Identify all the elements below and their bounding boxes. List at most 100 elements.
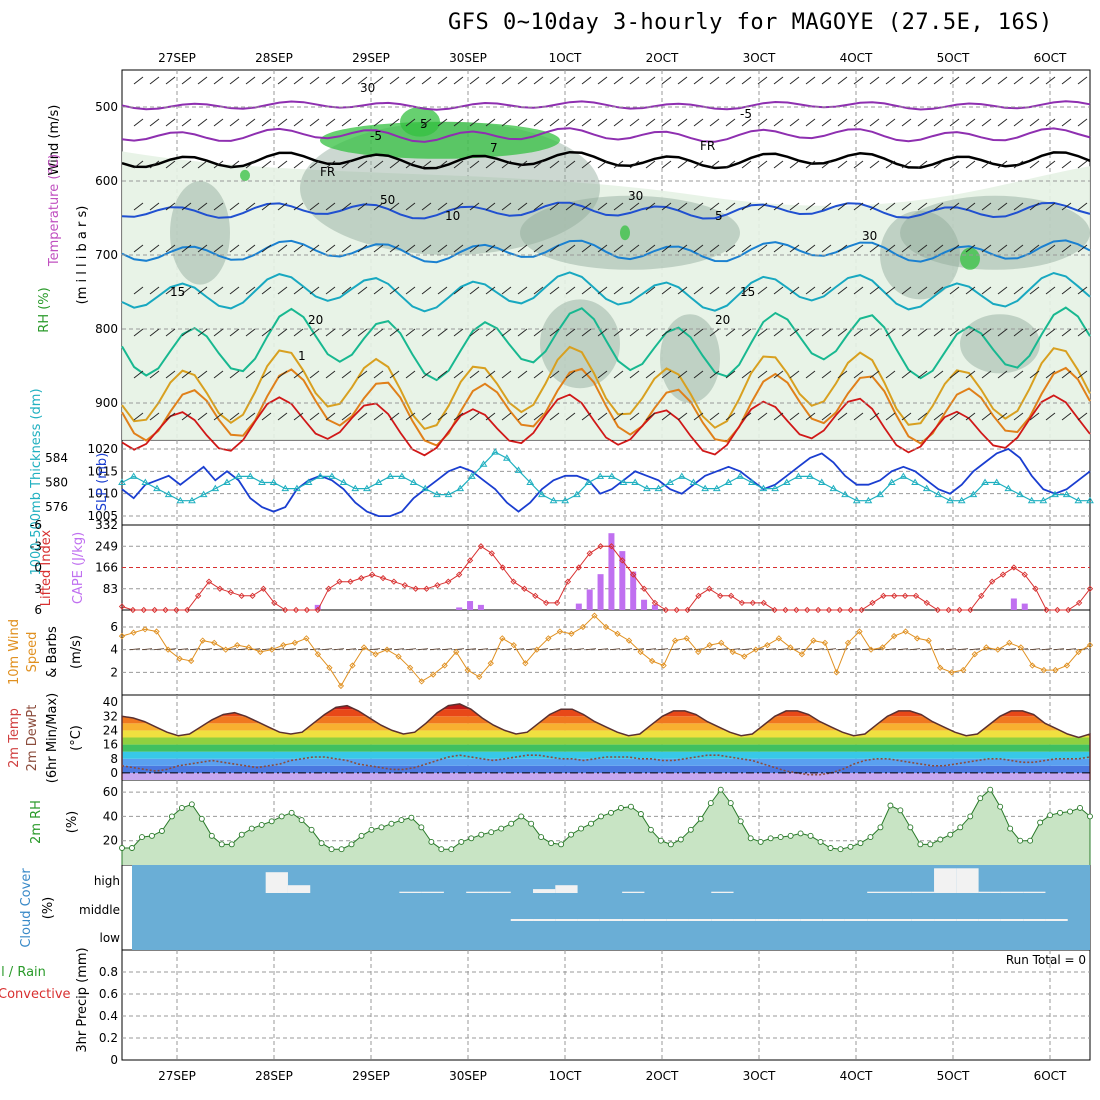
rh-marker (698, 816, 703, 821)
bottom-date-label: 3OCT (743, 1069, 776, 1083)
bottom-date-label: 27SEP (158, 1069, 196, 1083)
wind-barb (182, 119, 191, 126)
ylabel-lifted-index: Lifted Index (39, 529, 54, 606)
rh-marker (818, 839, 823, 844)
rh-marker (1038, 820, 1043, 825)
wind-barb (262, 77, 271, 84)
rh-marker (389, 821, 394, 826)
rh-marker (808, 833, 813, 838)
top-date-label: 30SEP (449, 51, 487, 65)
wind-tick-label: 6 (110, 620, 118, 634)
wind-barb (262, 119, 271, 126)
rh-marker (219, 842, 224, 847)
wind-barb-10m (238, 649, 248, 650)
cape-tick-label: 83 (103, 582, 118, 596)
wind-barb (774, 161, 783, 168)
rh-marker (229, 842, 234, 847)
rh-marker (369, 827, 374, 832)
wind-barb (246, 119, 255, 126)
wind-barb (1062, 161, 1071, 168)
rh-marker (509, 821, 514, 826)
temp-color-band (122, 752, 1090, 759)
cloud-high-bar (912, 892, 934, 893)
cloud-high-bar (979, 892, 1001, 893)
temp-color-band (122, 709, 1090, 716)
top-date-label: 27SEP (158, 51, 196, 65)
rh-marker (978, 796, 983, 801)
cape-bar (467, 601, 473, 610)
pressure-level-label: 900 (95, 396, 118, 410)
wind-barb (1014, 119, 1023, 126)
rh-marker (139, 835, 144, 840)
cloud-middle-bar (956, 919, 978, 921)
cloud-middle-bar (533, 919, 555, 921)
ylabel-slp: SLP (mb) (95, 453, 110, 512)
wind-barb (790, 119, 799, 126)
wind-barb (950, 119, 959, 126)
rh-marker (1078, 805, 1083, 810)
rh-marker (479, 832, 484, 837)
wind-barb (918, 119, 927, 126)
rh-area (122, 790, 1090, 865)
cloud-middle-bar (689, 919, 711, 921)
rh-marker (608, 810, 613, 815)
rh-marker (948, 832, 953, 837)
rh-marker (329, 847, 334, 852)
rh-marker (409, 815, 414, 820)
wind-barb-10m (706, 649, 716, 650)
rh-marker (339, 847, 344, 852)
wind-barb-10m (778, 649, 788, 650)
wind-barb-10m (574, 649, 584, 650)
wind-barb (678, 77, 687, 84)
top-date-label: 29SEP (352, 51, 390, 65)
temp-color-band (122, 759, 1090, 766)
bottom-date-label: 4OCT (840, 1069, 873, 1083)
wind-barb (886, 77, 895, 84)
wind-barb (854, 161, 863, 168)
cloud-middle-bar (578, 919, 600, 921)
cloud-middle-bar (1045, 919, 1067, 921)
rh-marker (868, 835, 873, 840)
wind-barb (1030, 77, 1039, 84)
panel-frame-wind (122, 610, 1090, 695)
wind-barb (870, 119, 879, 126)
ylabel-temperature: Temperature (°C) (47, 154, 62, 267)
wind-barb (598, 77, 607, 84)
rh-marker (838, 847, 843, 852)
wind-barb (198, 119, 207, 126)
rh-marker (299, 818, 304, 823)
wind-barb-10m (610, 649, 620, 650)
rh-marker (758, 839, 763, 844)
rh-marker (179, 805, 184, 810)
wind-tick-label: 2 (110, 665, 118, 679)
wind-barb (678, 161, 687, 168)
wind-barb (1014, 77, 1023, 84)
wind-barb-10m (1030, 649, 1040, 650)
rh-marker (628, 804, 633, 809)
rh-marker (489, 830, 494, 835)
cloud-level-label: high (94, 874, 120, 888)
cape-bar (456, 607, 462, 610)
cloud-high-bar (711, 892, 733, 893)
wind-barb (726, 119, 735, 126)
rh-marker (209, 833, 214, 838)
wind-barb (694, 119, 703, 126)
cloud-middle-bar (644, 919, 666, 921)
rh-marker (309, 827, 314, 832)
pressure-level-label: 600 (95, 174, 118, 188)
cloud-high-bar (622, 892, 644, 893)
wind-barb (630, 77, 639, 84)
ylabel-2m-rh: 2m RH (29, 800, 44, 844)
wind-barb (838, 77, 847, 84)
cape-bar (576, 604, 582, 610)
pressure-level-label: 800 (95, 322, 118, 336)
rh-marker (888, 803, 893, 808)
cape-bar (587, 590, 593, 610)
rh-shading-green (960, 248, 980, 270)
precip-tick-label: 0.2 (99, 1031, 118, 1045)
ylabel-cape: CAPE (J/kg) (71, 532, 86, 604)
rh-marker (129, 846, 134, 851)
top-date-label: 1OCT (549, 51, 582, 65)
bottom-date-label: 2OCT (646, 1069, 679, 1083)
cape-tick-label: 249 (95, 539, 118, 553)
